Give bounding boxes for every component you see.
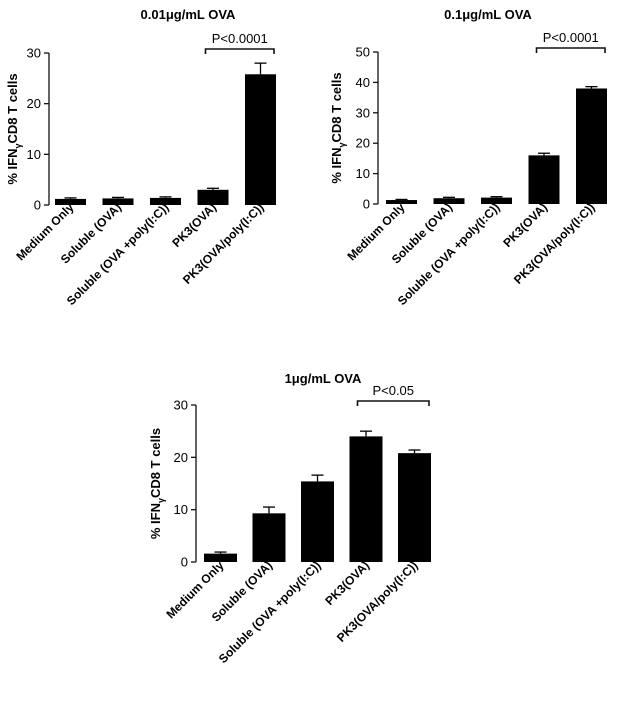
bar-2 bbox=[301, 481, 334, 562]
category-label-4: PK3(OVA/poly(I:C)) bbox=[180, 200, 267, 287]
bar-3 bbox=[528, 155, 560, 204]
y-tick-label: 20 bbox=[174, 450, 188, 465]
category-label-4: PK3(OVA/poly(I:C)) bbox=[511, 200, 598, 287]
chart-title: 0.01μg/mL OVA bbox=[141, 7, 237, 22]
bar-0 bbox=[386, 200, 417, 204]
bar-2 bbox=[150, 197, 181, 205]
bar-1 bbox=[102, 198, 134, 205]
y-tick-label: 10 bbox=[356, 166, 370, 181]
y-tick-label: 0 bbox=[34, 198, 41, 213]
bar-0 bbox=[55, 198, 86, 205]
significance-bracket bbox=[204, 48, 275, 54]
significance-label: P<0.0001 bbox=[543, 30, 599, 45]
bar-4 bbox=[576, 88, 607, 204]
y-axis-label: % IFNγCD8 T cells bbox=[329, 72, 347, 183]
y-tick-label: 30 bbox=[356, 105, 370, 120]
significance-bracket bbox=[356, 400, 430, 406]
chart-title: 1μg/mL OVA bbox=[285, 371, 362, 386]
chart-title: 0.1μg/mL OVA bbox=[444, 7, 532, 22]
y-tick-label: 50 bbox=[356, 45, 370, 60]
bar-2 bbox=[481, 197, 512, 204]
y-tick-label: 30 bbox=[174, 398, 188, 413]
y-tick-label: 10 bbox=[27, 147, 41, 162]
y-tick-label: 0 bbox=[363, 197, 370, 212]
y-tick-label: 30 bbox=[27, 46, 41, 61]
bar-4 bbox=[245, 74, 276, 205]
category-label-2: Soluble (OVA +poly(I:C)) bbox=[216, 558, 324, 666]
significance-label: P<0.0001 bbox=[212, 31, 268, 46]
bar-3 bbox=[349, 436, 383, 562]
bar-1 bbox=[433, 198, 465, 204]
significance-label: P<0.05 bbox=[372, 383, 414, 398]
bar-1 bbox=[252, 513, 286, 562]
y-tick-label: 20 bbox=[356, 136, 370, 151]
y-tick-label: 10 bbox=[174, 502, 188, 517]
category-label-3: PK3(OVA) bbox=[169, 200, 219, 250]
category-label-4: PK3(OVA/poly(I:C)) bbox=[334, 558, 421, 645]
bar-3 bbox=[197, 189, 229, 205]
y-tick-label: 20 bbox=[27, 96, 41, 111]
category-label-3: PK3(OVA) bbox=[322, 558, 372, 608]
y-tick-label: 0 bbox=[181, 555, 188, 570]
bar-4 bbox=[398, 453, 431, 562]
significance-bracket bbox=[535, 47, 606, 53]
y-axis-label: % IFNγCD8 T cells bbox=[148, 428, 166, 539]
category-label-3: PK3(OVA) bbox=[500, 200, 550, 250]
bar-0 bbox=[204, 553, 237, 562]
chart-1-0.1ug: 0.1μg/mL OVA 0 10 20 30 40 50 % IFNγCD8 T cells… bbox=[329, 7, 607, 308]
y-axis-label: % IFNγCD8 T cells bbox=[5, 73, 23, 184]
y-tick-label: 40 bbox=[356, 75, 370, 90]
